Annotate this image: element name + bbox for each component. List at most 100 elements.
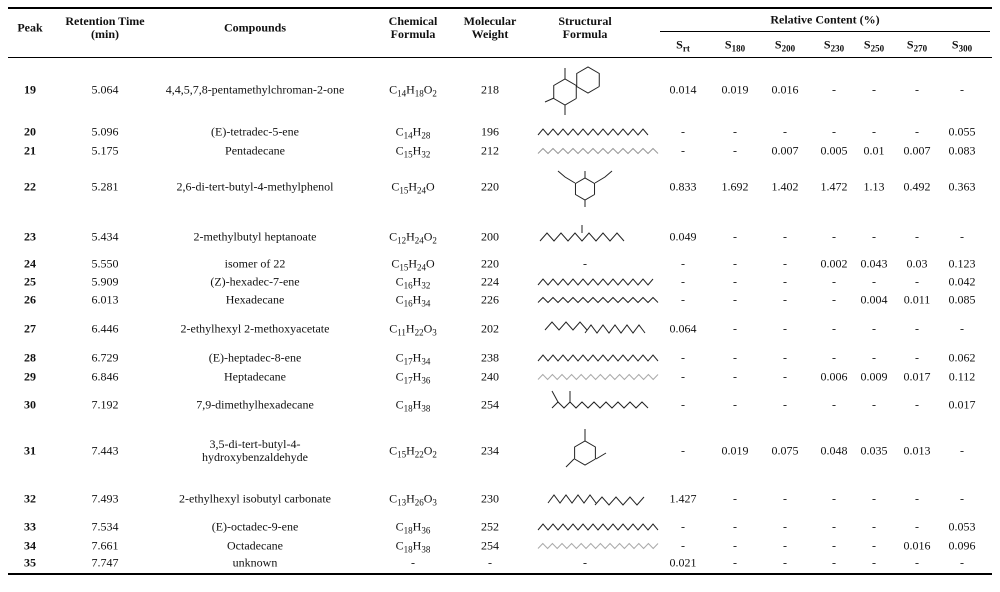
cell: - [733,491,737,506]
cell: 238 [481,350,499,365]
cell: - [783,555,787,570]
cell: 0.064 [669,321,697,336]
cell: 2-ethylhexyl isobutyl carbonate [179,491,331,506]
cell: - [733,321,737,336]
cell: 4,4,5,7,8-pentamethylchroman-2-one [165,82,345,97]
cell: - [681,274,685,289]
cell: - [915,124,919,139]
cell: - [832,555,836,570]
cell: - [872,321,876,336]
cell: isomer of 22 [224,256,286,271]
cell: 0.004 [860,292,888,307]
cell: 33 [24,519,36,534]
cell: (E)-heptadec-8-ene [208,350,302,365]
cell: 5.434 [91,229,119,244]
cell: 224 [481,274,499,289]
cell: - [872,555,876,570]
cell: 0.011 [903,292,931,307]
cell: - [733,292,737,307]
cell: Molecular Weight [463,14,517,41]
cell: C13H26O3 [389,491,437,508]
cell: 30 [24,397,36,412]
cell: 240 [481,369,499,384]
cell: 28 [24,350,36,365]
cell: C14H28 [395,124,431,141]
cell: C18H38 [395,538,431,555]
cell: - [915,229,919,244]
cell: - [960,491,964,506]
cell: - [960,321,964,336]
cell: - [960,555,964,570]
bond [537,296,659,304]
bond [544,321,588,331]
bond [594,496,645,506]
bond [553,78,577,106]
bond [576,66,600,94]
cell: - [960,443,964,458]
cell: C17H36 [395,369,431,386]
cell: 0.016 [771,82,799,97]
bond [557,170,576,184]
cell: - [733,143,737,158]
cell: 220 [481,179,499,194]
cell: Chemical Formula [388,14,438,41]
cell: - [915,350,919,365]
cell: 5.096 [91,124,119,139]
cell: - [872,124,876,139]
cell: - [915,491,919,506]
cell: - [783,369,787,384]
cell: - [832,321,836,336]
cell: 0.048 [820,443,848,458]
cell: 0.002 [820,256,848,271]
cell: 254 [481,397,499,412]
cell: 0.053 [948,519,976,534]
cell: - [832,124,836,139]
cell: 218 [481,82,499,97]
cell: 0.123 [948,256,976,271]
cell: C12H24O2 [389,229,437,246]
cell: - [783,491,787,506]
cell: - [783,229,787,244]
cell: - [915,519,919,534]
cell: 0.006 [820,369,848,384]
cell: - [915,82,919,97]
cell: 0.014 [669,82,697,97]
cell: Relative Content (%) [770,12,880,27]
cell: - [872,229,876,244]
cell: - [783,292,787,307]
cell: 0.007 [903,143,931,158]
cell: - [681,369,685,384]
bond [537,373,659,381]
cell: 252 [481,519,499,534]
cell: 0.083 [948,143,976,158]
cell: 0.075 [771,443,799,458]
bond [544,97,555,103]
cell: - [783,124,787,139]
cell: C17H34 [395,350,431,367]
cell: 20 [24,124,36,139]
cell: - [832,82,836,97]
cell: - [872,491,876,506]
cell: 5.550 [91,256,119,271]
cell: 234 [481,443,499,458]
bond [565,458,575,468]
cell: 0.019 [721,443,749,458]
cell: Retention Time (min) [65,14,145,41]
cell: - [681,519,685,534]
cell: Octadecane [227,538,283,553]
cell: (E)-tetradec-5-ene [211,124,299,139]
cell: Pentadecane [225,143,285,158]
cell: 5.064 [91,82,119,97]
cell: - [872,538,876,553]
cell: S230 [823,37,845,54]
cell: 26 [24,292,36,307]
cell: 7.192 [91,397,119,412]
cell: 200 [481,229,499,244]
cell: 0.363 [948,179,976,194]
cell: S300 [951,37,973,54]
cell: 7.534 [91,519,119,534]
cell: 0.013 [903,443,931,458]
cell: 7.443 [91,443,119,458]
cell: 6.013 [91,292,119,307]
cell: - [960,82,964,97]
